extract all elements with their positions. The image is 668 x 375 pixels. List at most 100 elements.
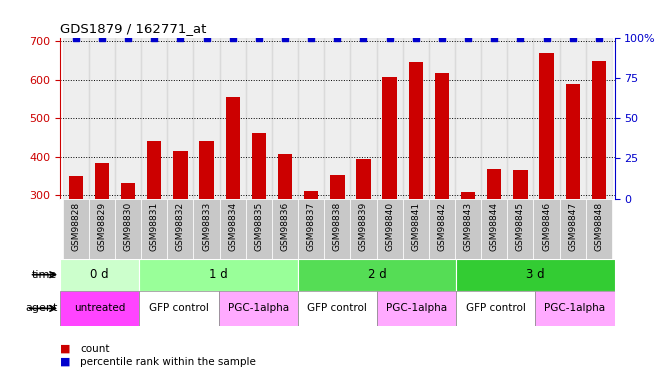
Text: GSM98847: GSM98847 <box>568 202 577 251</box>
Text: agent: agent <box>25 303 57 313</box>
Bar <box>351 199 377 259</box>
Bar <box>324 38 351 199</box>
Text: GFP control: GFP control <box>466 303 526 313</box>
Point <box>97 34 108 40</box>
Bar <box>429 199 455 259</box>
Bar <box>429 38 455 199</box>
Bar <box>455 199 481 259</box>
Point <box>280 34 291 40</box>
Text: 2 d: 2 d <box>367 268 386 281</box>
Bar <box>507 38 534 199</box>
Bar <box>115 38 141 199</box>
Bar <box>199 141 214 199</box>
Text: PGC-1alpha: PGC-1alpha <box>544 303 605 313</box>
Bar <box>95 164 109 199</box>
Text: GSM98832: GSM98832 <box>176 202 185 251</box>
Point <box>149 34 160 40</box>
Bar <box>140 259 298 291</box>
Bar <box>507 199 534 259</box>
Text: 1 d: 1 d <box>209 268 228 281</box>
Bar <box>246 38 272 199</box>
Text: GSM98830: GSM98830 <box>124 202 133 251</box>
Bar <box>586 38 612 199</box>
Bar <box>383 76 397 199</box>
Bar <box>377 199 403 259</box>
Bar <box>141 199 168 259</box>
Bar <box>147 141 162 199</box>
Bar <box>534 199 560 259</box>
Text: GSM98844: GSM98844 <box>490 202 499 251</box>
Bar <box>455 38 481 199</box>
Text: GSM98837: GSM98837 <box>307 202 316 251</box>
Bar <box>592 61 606 199</box>
Bar <box>140 291 218 326</box>
Bar <box>89 199 115 259</box>
Text: GSM98831: GSM98831 <box>150 202 159 251</box>
Bar <box>194 38 220 199</box>
Bar <box>220 199 246 259</box>
Text: 0 d: 0 d <box>90 268 109 281</box>
Text: GSM98835: GSM98835 <box>255 202 263 251</box>
Bar <box>403 199 429 259</box>
Bar <box>63 38 89 199</box>
Bar <box>409 63 423 199</box>
Text: untreated: untreated <box>74 303 126 313</box>
Bar <box>539 53 554 199</box>
Text: 3 d: 3 d <box>526 268 544 281</box>
Text: GSM98845: GSM98845 <box>516 202 525 251</box>
Point <box>384 34 395 40</box>
Bar <box>513 170 528 199</box>
Bar <box>246 199 272 259</box>
Point <box>515 34 526 40</box>
Bar <box>298 259 456 291</box>
Bar <box>560 199 586 259</box>
Bar <box>194 199 220 259</box>
Text: GSM98836: GSM98836 <box>281 202 289 251</box>
Bar <box>298 38 324 199</box>
Point <box>594 34 605 40</box>
Bar <box>461 192 476 199</box>
Bar <box>121 183 136 199</box>
Text: GSM98834: GSM98834 <box>228 202 237 251</box>
Bar <box>535 291 615 326</box>
Bar <box>115 199 141 259</box>
Bar <box>218 291 298 326</box>
Point <box>489 34 500 40</box>
Bar <box>220 38 246 199</box>
Point <box>463 34 474 40</box>
Bar <box>403 38 429 199</box>
Bar <box>534 38 560 199</box>
Bar <box>330 175 345 199</box>
Point <box>410 34 421 40</box>
Bar <box>60 259 140 291</box>
Bar <box>69 177 83 199</box>
Text: GSM98841: GSM98841 <box>411 202 420 251</box>
Bar <box>377 291 456 326</box>
Text: GDS1879 / 162771_at: GDS1879 / 162771_at <box>60 22 206 35</box>
Bar <box>351 38 377 199</box>
Text: GSM98842: GSM98842 <box>438 202 446 251</box>
Text: GFP control: GFP control <box>307 303 367 313</box>
Point <box>227 34 238 40</box>
Bar <box>586 199 612 259</box>
Bar <box>456 291 535 326</box>
Text: GSM98829: GSM98829 <box>98 202 106 251</box>
Text: ■: ■ <box>60 344 71 354</box>
Point <box>254 34 265 40</box>
Bar <box>173 151 188 199</box>
Point <box>306 34 317 40</box>
Text: GSM98846: GSM98846 <box>542 202 551 251</box>
Bar <box>272 199 298 259</box>
Point <box>70 34 81 40</box>
Point <box>437 34 448 40</box>
Bar <box>89 38 115 199</box>
Bar <box>168 38 194 199</box>
Point <box>541 34 552 40</box>
Bar <box>435 73 449 199</box>
Text: GSM98839: GSM98839 <box>359 202 368 251</box>
Text: PGC-1alpha: PGC-1alpha <box>228 303 289 313</box>
Text: PGC-1alpha: PGC-1alpha <box>386 303 447 313</box>
Bar <box>566 84 580 199</box>
Point <box>123 34 134 40</box>
Text: GSM98828: GSM98828 <box>71 202 80 251</box>
